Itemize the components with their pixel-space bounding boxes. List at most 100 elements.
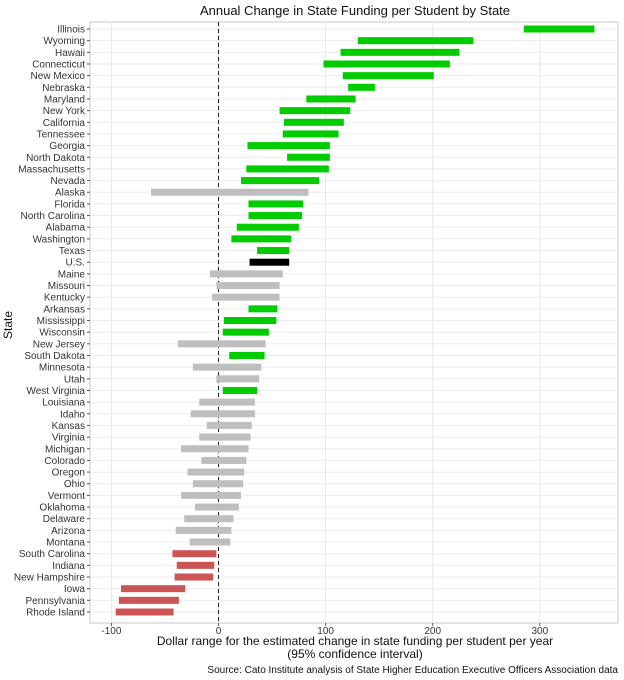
y-tick-label: Georgia [49, 141, 85, 152]
y-tick-label: Arizona [51, 526, 85, 537]
range-bar-idaho [190, 410, 255, 418]
y-tick-label: Mississippi [37, 316, 85, 327]
y-tick-label: Missouri [48, 281, 85, 292]
range-bar-rhode-island [115, 608, 174, 616]
range-bar-north-dakota [287, 153, 330, 161]
y-tick-label: New Hampshire [14, 573, 86, 584]
x-tick-label: 200 [424, 626, 441, 637]
range-bar-oklahoma [194, 503, 239, 511]
range-bar-minnesota [192, 363, 262, 371]
y-tick-label: California [43, 118, 86, 129]
range-bar-tennessee [282, 130, 339, 138]
y-tick-label: Washington [33, 234, 85, 245]
range-bar-new-mexico [342, 72, 434, 80]
range-bar-connecticut [323, 60, 450, 68]
y-tick-label: Virginia [52, 433, 86, 444]
range-bar-ohio [192, 480, 244, 488]
y-tick-label: Wyoming [43, 36, 85, 47]
range-bar-washington [231, 235, 292, 243]
y-tick-label: Massachusetts [18, 164, 85, 175]
y-tick-label: Ohio [64, 479, 86, 490]
range-bar-missouri [216, 282, 280, 290]
range-bar-nevada [241, 177, 320, 185]
range-bar-kentucky [212, 293, 280, 301]
range-bar-south-dakota [229, 351, 265, 359]
range-bar-maine [209, 270, 283, 278]
y-tick-label: Minnesota [39, 363, 86, 374]
y-tick-label: Texas [59, 246, 85, 257]
range-bar-u-s- [249, 258, 290, 266]
range-bar-alaska [151, 188, 309, 196]
y-tick-label: Louisiana [42, 398, 85, 409]
y-tick-label: Illinois [57, 25, 85, 36]
y-tick-label: Michigan [45, 444, 85, 455]
x-axis-label-line2: (95% confidence interval) [287, 647, 422, 661]
x-axis-label: Dollar range for the estimated change in… [157, 634, 553, 648]
y-tick-label: Florida [54, 199, 85, 210]
range-bar-maryland [306, 95, 356, 103]
y-tick-label: Oklahoma [39, 503, 85, 514]
range-bar-arizona [175, 526, 232, 534]
range-bar-michigan [181, 445, 249, 453]
range-bar-new-hampshire [174, 573, 214, 581]
range-bar-colorado [201, 456, 247, 464]
y-tick-label: Hawaii [55, 48, 85, 59]
y-axis-label: State [1, 311, 15, 339]
y-tick-label: West Virginia [26, 386, 85, 397]
y-tick-label: Kentucky [44, 293, 85, 304]
y-tick-label: New York [43, 106, 86, 117]
y-tick-label: South Carolina [19, 549, 86, 560]
range-bar-new-york [279, 107, 351, 115]
range-bar-arkansas [248, 305, 278, 313]
x-tick-label: 100 [317, 626, 334, 637]
x-tick-label: -100 [101, 626, 121, 637]
y-tick-label: New Jersey [33, 339, 85, 350]
range-bar-hawaii [340, 48, 460, 56]
y-tick-label: Alabama [46, 223, 86, 234]
chart-title: Annual Change in State Funding per Stude… [200, 3, 510, 18]
y-tick-label: Kansas [52, 421, 85, 432]
y-tick-label: Nevada [51, 176, 86, 187]
range-bar-nebraska [348, 83, 375, 91]
range-bar-delaware [184, 515, 234, 523]
plot-panel [89, 21, 619, 624]
y-tick-label: Maine [58, 269, 86, 280]
y-tick-label: Vermont [48, 491, 85, 502]
range-bar-indiana [176, 561, 215, 569]
y-tick-label: Alaska [55, 188, 85, 199]
range-bar-kansas [206, 421, 252, 429]
y-tick-label: Maryland [44, 94, 85, 105]
y-tick-label: Connecticut [32, 59, 85, 70]
range-bar-california [283, 118, 344, 126]
y-tick-label: Rhode Island [26, 608, 85, 619]
source-note: Source: Cato Institute analysis of State… [207, 665, 618, 676]
range-bar-west-virginia [222, 386, 258, 394]
range-bar-oregon [187, 468, 245, 476]
y-tick-label: Idaho [60, 409, 85, 420]
y-tick-label: Delaware [43, 514, 86, 525]
y-tick-label: New Mexico [31, 71, 86, 82]
y-tick-label: Iowa [64, 584, 86, 595]
range-bar-mississippi [223, 317, 277, 324]
range-bar-alabama [236, 223, 299, 231]
y-tick-label: U.S. [66, 258, 85, 269]
range-bar-louisiana [199, 398, 255, 406]
y-tick-label: Tennessee [37, 129, 86, 140]
y-tick-label: Oregon [52, 468, 85, 479]
y-tick-label: Nebraska [42, 83, 85, 94]
range-bar-texas [257, 247, 290, 255]
range-bar-new-jersey [177, 340, 266, 348]
range-bar-montana [189, 538, 231, 546]
y-tick-label: Wisconsin [39, 328, 85, 339]
range-bar-florida [248, 200, 304, 208]
range-bar-wyoming [357, 37, 474, 45]
range-bar-wisconsin [222, 328, 269, 336]
y-tick-label: Utah [64, 374, 85, 385]
y-tick-label: Colorado [44, 456, 85, 467]
range-bar-illinois [523, 25, 595, 33]
range-bar-vermont [181, 491, 242, 499]
y-tick-label: North Carolina [21, 211, 86, 222]
range-bar-north-carolina [248, 212, 303, 220]
